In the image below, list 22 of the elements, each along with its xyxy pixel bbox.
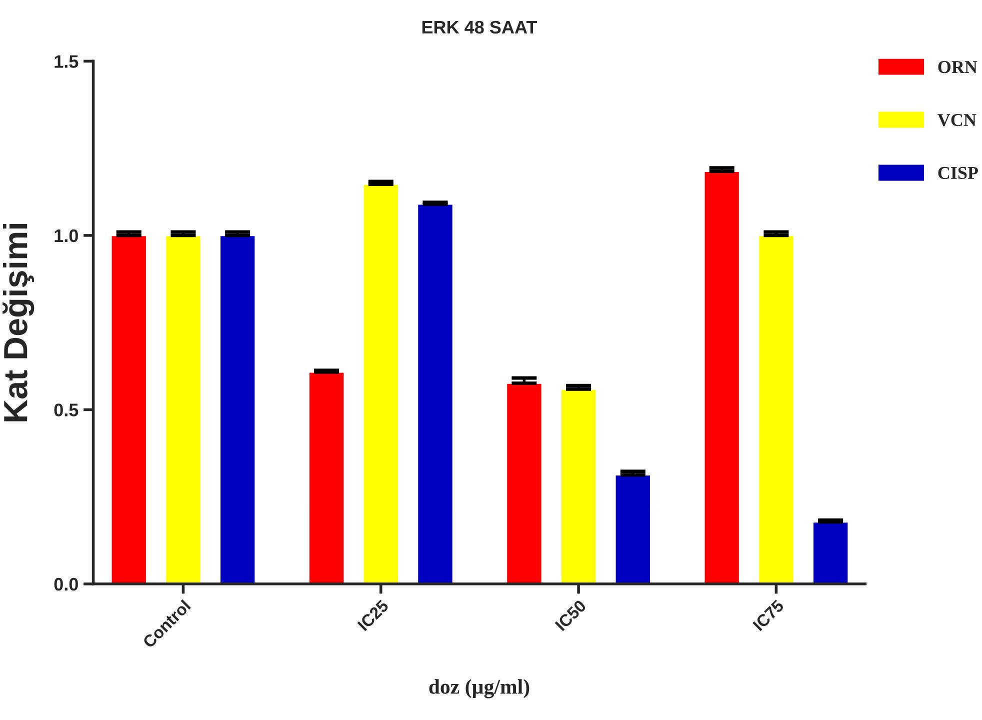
- y-axis-title: Kat Değişimi: [2, 224, 34, 422]
- bar: [703, 170, 740, 584]
- bar: [308, 371, 346, 584]
- y-tick-label: 0.5: [54, 404, 78, 416]
- bar: [812, 521, 850, 584]
- y-tick-label: 0.0: [54, 578, 78, 591]
- legend-label: CISP: [938, 166, 978, 180]
- bar: [110, 234, 148, 584]
- x-axis-title: doz (µg/ml): [429, 679, 530, 698]
- bar: [758, 234, 795, 584]
- bar: [164, 234, 202, 584]
- y-tick-label: 1.5: [54, 55, 78, 68]
- bar: [614, 474, 652, 584]
- bar: [362, 184, 400, 584]
- legend-label: VCN: [938, 114, 976, 126]
- legend-label: ORN: [938, 61, 978, 74]
- bar: [416, 203, 454, 584]
- bar: [506, 382, 543, 584]
- bar: [219, 234, 256, 584]
- bar: [560, 388, 598, 584]
- chart-title: ERK 48 SAAT: [422, 20, 538, 34]
- y-tick-label: 1.0: [54, 229, 78, 242]
